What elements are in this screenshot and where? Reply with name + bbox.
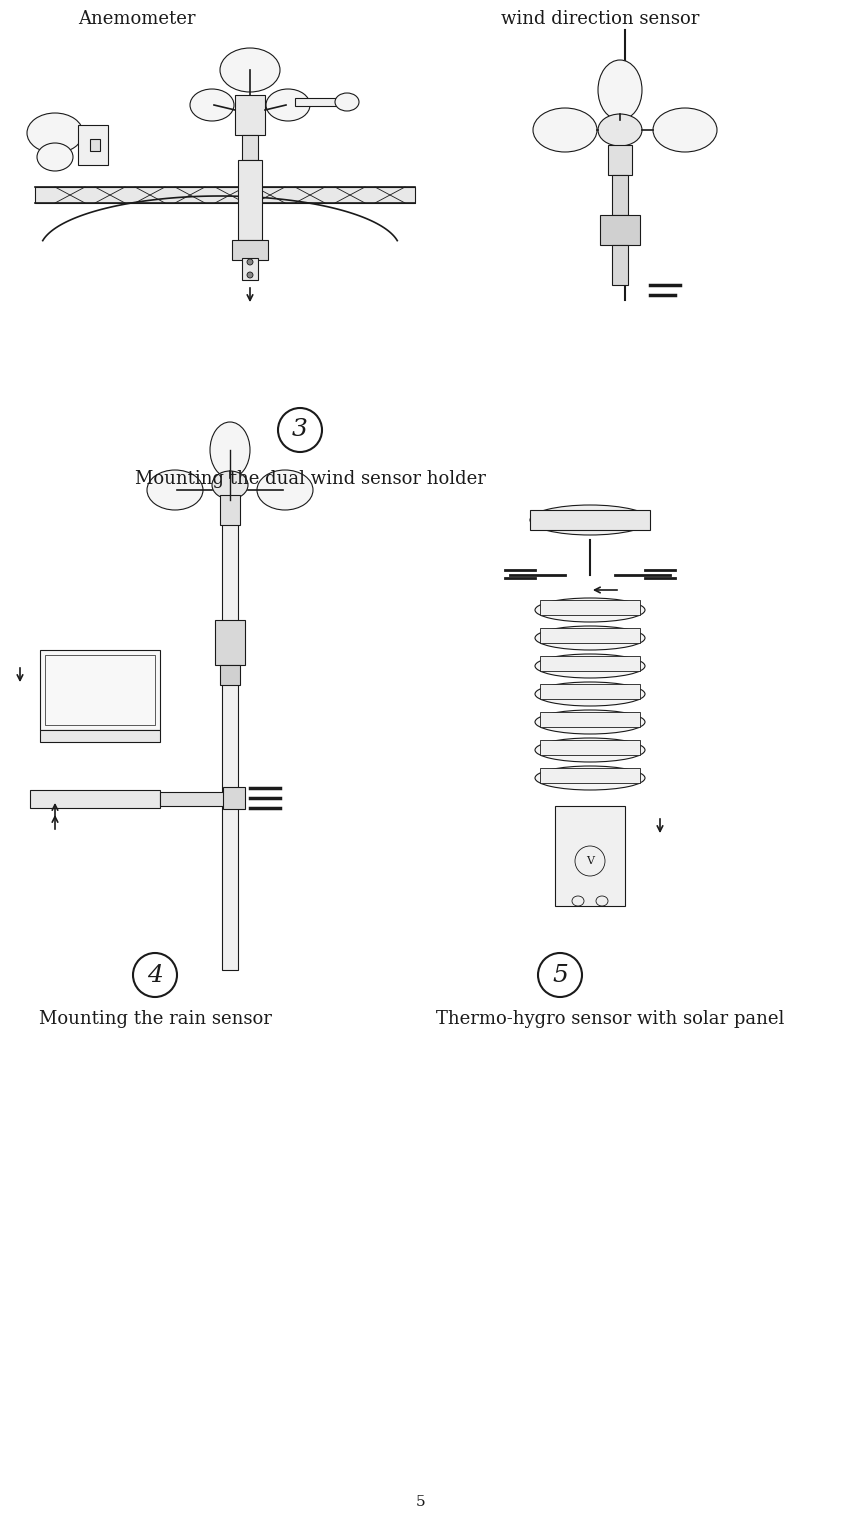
Bar [540,712,640,727]
Bar [530,510,650,530]
Bar [242,135,258,160]
Bar [540,740,640,755]
Bar [78,126,108,165]
Bar [540,600,640,615]
Bar [242,257,258,280]
Bar [540,628,640,643]
Ellipse shape [247,273,253,279]
Bar [555,805,625,905]
Ellipse shape [653,107,717,151]
Ellipse shape [530,506,650,534]
Bar [222,500,238,970]
Bar [35,188,415,203]
Bar [215,621,245,665]
Bar [238,160,262,241]
Ellipse shape [147,469,203,510]
Ellipse shape [535,654,645,678]
Ellipse shape [37,142,73,171]
Ellipse shape [535,598,645,622]
Text: wind direction sensor: wind direction sensor [501,11,699,27]
Bar [160,792,225,805]
Bar [223,787,245,808]
Ellipse shape [535,625,645,650]
Bar [295,98,340,106]
Bar [90,139,100,151]
Bar [235,95,265,135]
Bar [540,656,640,671]
Ellipse shape [220,48,280,92]
Ellipse shape [598,61,642,120]
Ellipse shape [27,114,83,153]
Ellipse shape [190,89,234,121]
Bar [540,684,640,699]
Bar [45,656,155,725]
Text: 5: 5 [552,963,568,987]
Ellipse shape [212,471,248,500]
Ellipse shape [257,469,313,510]
Bar [608,145,632,176]
Bar [30,790,160,808]
Ellipse shape [335,92,359,111]
Ellipse shape [535,710,645,734]
Bar [612,245,628,285]
Text: Mounting the dual wind sensor holder: Mounting the dual wind sensor holder [135,469,486,488]
Ellipse shape [247,259,253,265]
Ellipse shape [266,89,310,121]
Bar [40,730,160,742]
Ellipse shape [535,766,645,790]
Bar [540,768,640,783]
Text: 4: 4 [147,963,163,987]
Ellipse shape [535,737,645,762]
Bar [220,665,240,684]
Ellipse shape [210,422,250,478]
Text: Thermo-hygro sensor with solar panel: Thermo-hygro sensor with solar panel [436,1010,784,1028]
Text: Anemometer: Anemometer [78,11,196,27]
Text: 5: 5 [416,1494,426,1509]
Text: Mounting the rain sensor: Mounting the rain sensor [39,1010,271,1028]
Bar [40,650,160,730]
Bar [612,176,628,215]
Ellipse shape [598,114,642,145]
Ellipse shape [533,107,597,151]
Text: V: V [586,855,594,866]
Ellipse shape [535,681,645,706]
Bar [600,215,640,245]
Bar [220,495,240,525]
Text: 3: 3 [292,418,308,442]
Bar [232,241,268,260]
